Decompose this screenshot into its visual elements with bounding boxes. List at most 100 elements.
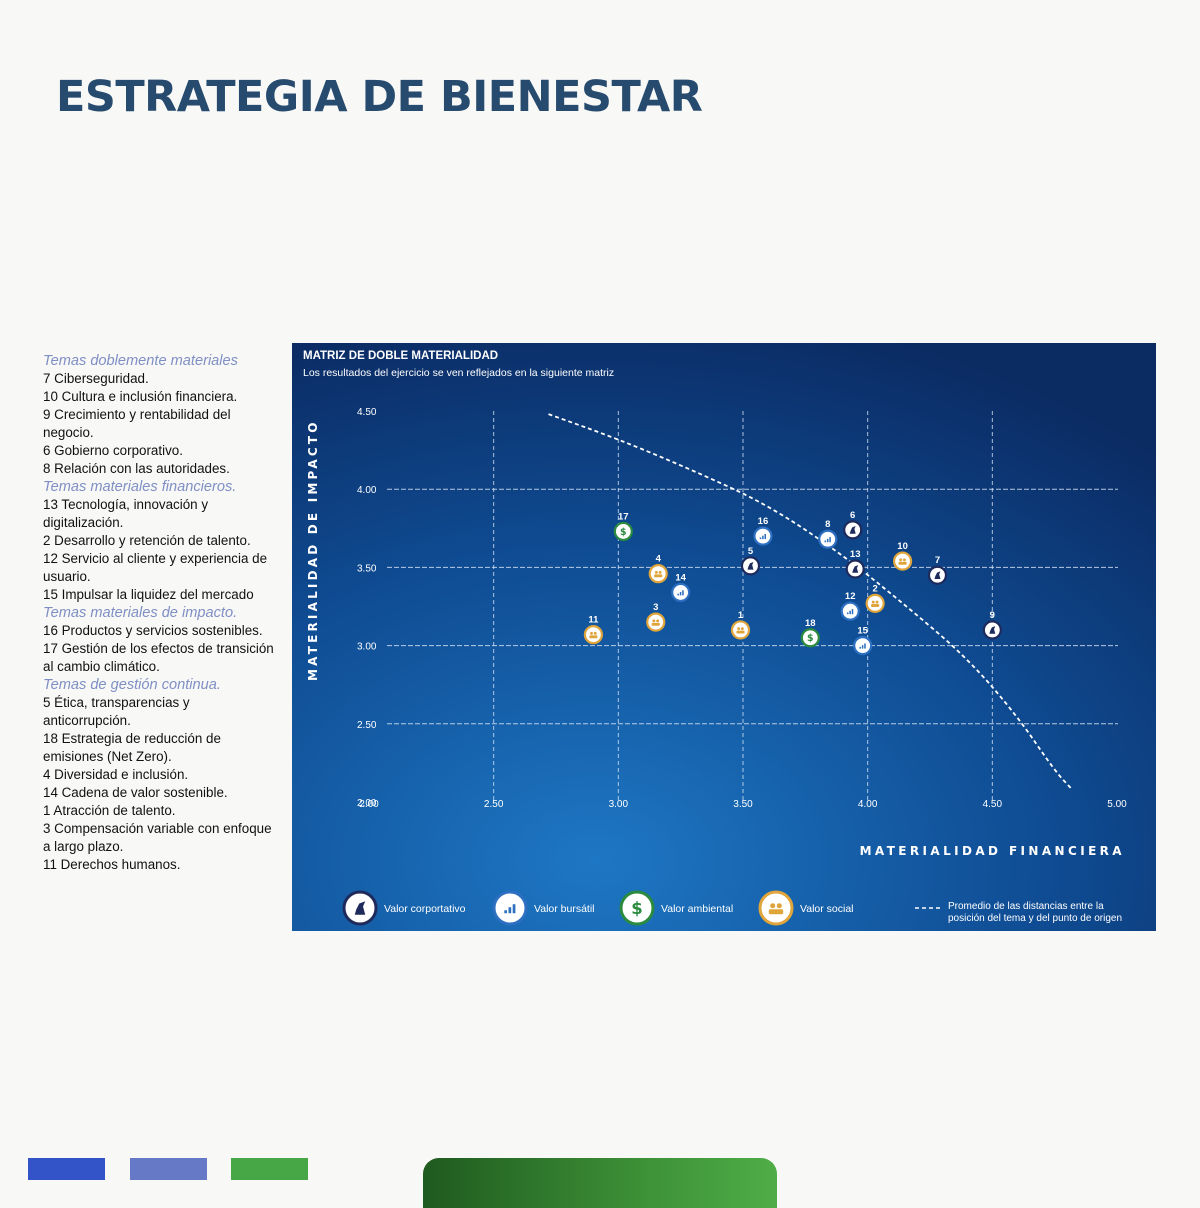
legend-item-bursatil: Valor bursátil (492, 890, 595, 926)
topic-item: 15 Impulsar la liquidez del mercado (43, 587, 254, 602)
topic-item: 6 Gobierno corporativo. (43, 443, 183, 458)
bar-chart-icon (759, 537, 762, 540)
topic-item: 5 Ética, transparencias y anticorrupción… (43, 695, 190, 728)
people-icon (902, 558, 906, 562)
data-point-6: 6 (843, 510, 863, 540)
people-icon (770, 903, 776, 909)
people-icon (590, 631, 593, 635)
topic-item: 16 Productos y servicios sostenibles. (43, 623, 263, 638)
people-icon (768, 909, 784, 915)
topic-item: 17 Gestión de los efectos de transición … (43, 641, 274, 674)
x-tick-label: 2.00 (359, 799, 379, 810)
topic-item: 2 Desarrollo y retención de talento. (43, 533, 251, 548)
people-icon (652, 619, 656, 623)
data-point-16: 16 (753, 516, 773, 546)
data-point-label: 10 (897, 541, 908, 552)
tick-labels: 2.00 2.50 3.00 3.50 4.00 4.50 5.002.002.503.00… (357, 407, 1127, 810)
data-point-label: 18 (805, 618, 816, 629)
people-icon (654, 570, 658, 574)
data-point-18: $18 (800, 618, 820, 648)
topic-group-heading: Temas materiales financieros. (43, 479, 237, 495)
y-tick-label: 2.50 (357, 720, 377, 731)
data-point-10: 10 (892, 541, 913, 571)
data-point-label: 16 (758, 516, 769, 527)
data-point-17: $17 (613, 511, 633, 542)
chess-knight-icon (934, 571, 941, 580)
footer-color-bar-blue (28, 1158, 105, 1180)
bar-chart-icon (849, 610, 851, 615)
bar-chart-icon (826, 538, 829, 543)
chess-knight-icon (989, 626, 996, 634)
y-tick-label: 4.00 (357, 485, 377, 496)
legend-label: Valor social (800, 903, 854, 915)
x-tick-label: 3.00 (609, 799, 629, 810)
data-point-label: 12 (845, 591, 856, 602)
data-point-label: 17 (618, 511, 629, 522)
footer-color-bar-green (231, 1158, 308, 1180)
y-tick-label: 3.00 (357, 642, 377, 653)
data-point-label: 4 (656, 554, 662, 565)
bar-chart-icon (829, 537, 831, 543)
bar-chart-icon (512, 904, 516, 914)
topics-list: Temas doblemente materiales 7 Ciberseguri… (43, 352, 278, 874)
data-point-marker (865, 593, 885, 613)
bar-chart-icon (864, 643, 866, 649)
people-icon (593, 631, 597, 635)
chess-knight-icon (852, 565, 859, 573)
bar-chart-icon (504, 910, 507, 914)
data-point-label: 15 (857, 626, 868, 637)
topic-item: 12 Servicio al cliente y experiencia de … (43, 551, 268, 584)
x-tick-label: 2.50 (484, 799, 504, 810)
x-axis-label: MATERIALIDAD FINANCIERA (860, 844, 1125, 858)
y-tick-label: 3.50 (357, 563, 377, 574)
data-point-marker (646, 612, 666, 632)
topic-item: 9 Crecimiento y rentabilidad del negocio… (43, 407, 231, 440)
bar-chart-icon (851, 609, 854, 615)
chart-legend: Valor corportativo Valor bursátil $ Valor a… (342, 890, 1122, 926)
people-icon (654, 574, 663, 578)
data-point-11: 11 (583, 615, 603, 645)
data-point-3: 3 (646, 602, 666, 632)
plant-dollar-icon: $ (631, 899, 642, 918)
topic-item: 10 Cultura e inclusión financiera. (43, 389, 238, 404)
people-icon (898, 561, 907, 565)
data-point-8: 8 (818, 519, 838, 549)
people-icon (736, 630, 745, 634)
x-tick-label: 4.50 (983, 799, 1003, 810)
legend-item-ambiental: $ Valor ambiental (619, 890, 733, 926)
bar-chart-icon (679, 591, 682, 596)
data-point-4: 4 (648, 554, 668, 584)
data-point-12: 12 (840, 591, 860, 621)
footer-color-bar-lavender (130, 1158, 207, 1180)
data-point-label: 9 (990, 610, 995, 621)
chess-knight-icon (849, 526, 856, 534)
people-icon (656, 619, 660, 623)
data-point-1: 1 (730, 610, 751, 640)
topic-item: 8 Relación con las autoridades. (43, 461, 230, 476)
people-icon (651, 622, 660, 626)
chart-background (292, 343, 1156, 931)
data-point-5: 5 (740, 546, 761, 576)
people-icon (758, 890, 794, 926)
chart-subtitle: Los resultados del ejercicio se ven refl… (303, 367, 614, 379)
data-point-marker (583, 625, 603, 645)
chart-svg: MATRIZ DE DOBLE MATERIALIDAD Los resulta… (292, 343, 1156, 931)
people-icon (740, 627, 744, 631)
people-icon (875, 600, 879, 604)
plant-dollar-icon: $ (807, 633, 814, 644)
data-point-label: 11 (588, 615, 599, 626)
data-point-marker (800, 628, 820, 648)
average-distance-curve (548, 413, 1073, 791)
topic-group-heading: Temas materiales de impacto. (43, 605, 238, 621)
bar-chart-icon (824, 540, 827, 543)
y-axis-label: MATERIALIDAD DE IMPACTO (306, 419, 320, 681)
bar-chart-icon (846, 612, 849, 615)
bar-chart-icon (762, 535, 764, 540)
data-point-9: 9 (982, 610, 1002, 640)
topic-item: 4 Diversidad e inclusión. (43, 767, 189, 782)
legend-item-corporativo: Valor corportativo (342, 890, 466, 926)
data-point-marker (648, 564, 668, 584)
people-icon (776, 903, 782, 909)
data-point-label: 5 (748, 546, 754, 557)
x-tick-label: 4.00 (858, 799, 878, 810)
